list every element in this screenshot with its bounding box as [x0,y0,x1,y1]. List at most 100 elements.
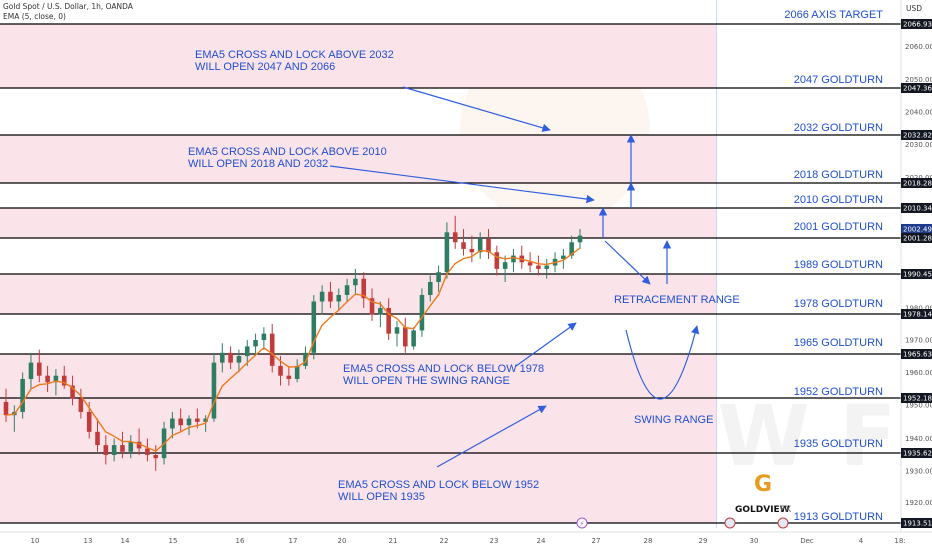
price-box-label: 2002.495 [903,225,932,233]
candle-body [20,378,25,412]
annotation-line: EMA5 CROSS AND LOCK BELOW 1978 [343,363,544,375]
annotation-line: EMA5 CROSS AND LOCK ABOVE 2010 [188,146,387,158]
price-box-label: 1952.182 [903,395,932,403]
candle-body [86,411,92,432]
candle-body [344,285,350,295]
time-axis[interactable]: 10 13 14 15 16 17 20 21 22 23 24 27 28 29 30 Dec 4 18: [0,531,932,545]
x-tick-label: Dec [800,537,814,545]
candle-body [111,445,117,455]
lightning-icon [576,517,588,529]
levels-layer [0,23,901,524]
logo-brand: GOLDVIEW [735,505,790,515]
y-tick-label: 1960.000 [905,369,932,377]
x-tick-label: 13 [84,537,93,545]
candle-body [394,327,400,334]
candle-body [328,291,333,302]
candle-body [170,418,175,429]
level-label: 1935 GOLDTURN [794,438,883,450]
zones-layer [0,24,716,523]
candle-body [469,248,475,253]
candle-body [361,278,366,299]
annotation-line: WILL OPEN 2047 AND 2066 [195,61,335,73]
price-box [901,83,932,93]
candle-body [544,265,550,269]
candle-body [419,294,425,331]
candle-body [120,445,125,452]
x-tick-label: 22 [440,537,449,545]
us-flag-icon [724,517,736,529]
level-label: 1989 GOLDTURN [794,259,883,271]
event-flags[interactable]: ⚡ [576,517,789,529]
candle-body [136,441,142,449]
arrows-layer [329,86,700,468]
candle-body [128,441,134,452]
annotation-line: WILL OPEN 2018 AND 2032 [188,158,328,170]
annotation-line: WILL OPEN 1935 [338,491,425,503]
candle-body [220,352,225,363]
price-box [901,349,932,359]
candle-body [253,340,258,347]
price-box [901,178,932,188]
x-tick-label: 20 [338,537,347,545]
y-tick-label: 1950.000 [905,402,932,410]
price-box [901,518,932,528]
candle-body [336,294,342,302]
candle-body [203,418,208,422]
level-label: 1978 GOLDTURN [794,298,883,310]
candle-body [403,327,408,347]
symbol-title: Gold Spot / U.S. Dollar, 1h, OANDA [3,2,133,11]
y-tick-label: 1930.000 [905,467,932,475]
candle-body [486,238,491,253]
candle-body [411,330,416,347]
candle-body [70,385,75,399]
zone-band [0,354,716,523]
price-box [901,223,932,234]
x-tick-label: 18: [894,537,905,545]
x-tick-label: 21 [389,537,398,545]
candle-body [286,375,292,379]
candle-body [78,398,84,412]
candle-body [427,281,433,295]
candle-body [527,262,533,266]
x-tick-label: 4 [859,537,864,545]
candle-body [536,265,541,269]
price-box-label: 2018.285 [903,180,932,188]
candle-body [569,242,574,256]
candle-body [319,291,325,302]
y-tick-label: 1940.000 [905,435,932,443]
candle-body [3,401,9,416]
arrow [515,322,577,367]
x-tick-label: 16 [236,537,245,545]
range-label: RETRACEMENT RANGE [614,294,740,306]
x-tick-label: 17 [289,537,298,545]
currency-label: USD [906,4,923,13]
x-tick-label: 23 [490,537,499,545]
goldview-logo: G GOLDVIEW FX [735,472,791,515]
price-axis[interactable]: 1920.000 1930.000 1940.000 1950.000 1960.000… [900,0,932,550]
y-tick-label: 2040.000 [905,108,932,116]
x-tick-label: 29 [699,537,708,545]
x-tick-label: 10 [31,537,40,545]
candle-body [294,365,300,379]
price-box [901,448,932,458]
x-tick-label: 28 [644,537,653,545]
candle-body [145,448,150,455]
candle-body [228,352,233,363]
annotation-line: EMA5 CROSS AND LOCK BELOW 1952 [338,479,539,491]
x-tick-label: 27 [592,537,601,545]
price-box [901,393,932,403]
candle-body [186,418,192,426]
candle-body [95,431,100,446]
zone-band [0,208,716,238]
us-flag-icon [777,517,789,529]
price-box-label: 2066.931 [903,21,932,29]
ema-line [5,247,581,453]
price-box-label: 2047.360 [903,85,932,93]
candle-body [494,252,500,269]
price-box-label: 1978.149 [903,311,932,319]
indicator-legend[interactable]: EMA (5, close, 0) [3,12,66,21]
logo-letter: G [754,472,772,497]
arrow [604,240,651,285]
candle-body [211,362,217,419]
